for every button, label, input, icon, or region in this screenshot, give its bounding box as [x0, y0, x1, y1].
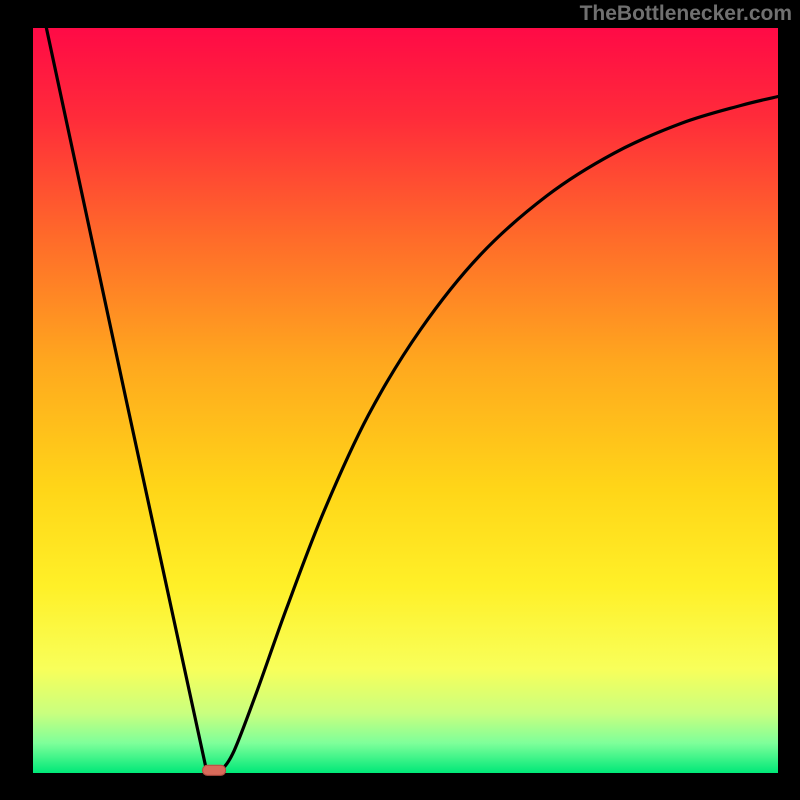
plot-area: [33, 28, 778, 773]
watermark-text: TheBottlenecker.com: [580, 2, 792, 26]
optimal-point-marker: [202, 765, 226, 775]
chart-container: TheBottlenecker.com: [0, 0, 800, 800]
bottleneck-curve-svg: [33, 28, 778, 773]
bottleneck-curve-path: [46, 28, 778, 773]
